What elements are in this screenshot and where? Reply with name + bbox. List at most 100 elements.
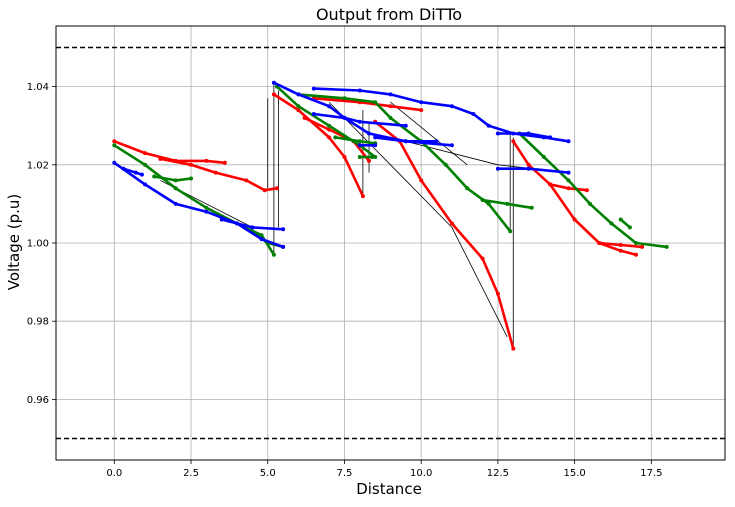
- voltage-point: [342, 155, 347, 159]
- voltage-point: [495, 291, 500, 296]
- voltage-point: [360, 194, 365, 199]
- voltage-point: [204, 158, 209, 163]
- voltage-point: [222, 160, 227, 165]
- voltage-point: [296, 92, 301, 97]
- y-tick-label: 1.02: [27, 160, 49, 171]
- voltage-point: [419, 108, 424, 113]
- voltage-point: [281, 244, 286, 249]
- x-tick-label: 5.0: [260, 468, 276, 479]
- voltage-point: [311, 112, 316, 116]
- voltage-point: [139, 172, 144, 177]
- voltage-line: [312, 97, 423, 112]
- voltage-line: [373, 120, 515, 350]
- voltage-point: [434, 139, 439, 144]
- voltage-point: [388, 115, 393, 120]
- x-axis-label: Distance: [356, 480, 422, 498]
- voltage-point: [296, 104, 301, 109]
- voltage-point: [342, 115, 347, 120]
- voltage-point: [204, 209, 209, 214]
- voltage-point: [548, 182, 553, 187]
- voltage-point: [419, 100, 424, 105]
- voltage-point: [112, 160, 117, 165]
- voltage-point: [311, 86, 316, 91]
- voltage-line: [272, 93, 365, 198]
- branch-connector: [451, 227, 508, 338]
- voltage-point: [465, 186, 470, 191]
- voltage-point: [357, 143, 362, 148]
- voltage-point: [486, 201, 491, 206]
- y-axis-ticks: 0.96 0.98 1.00 1.02 1.04: [27, 82, 56, 406]
- voltage-point: [664, 244, 669, 249]
- voltage-point: [505, 201, 510, 206]
- branch-connector: [390, 101, 468, 166]
- voltage-point: [271, 80, 276, 85]
- voltage-point: [388, 92, 393, 97]
- voltage-point: [189, 176, 193, 181]
- x-tick-label: 2.5: [183, 468, 199, 479]
- voltage-point: [370, 155, 375, 159]
- x-tick-label: 7.5: [337, 468, 353, 479]
- series-layer: [112, 80, 669, 351]
- voltage-point: [367, 131, 371, 136]
- voltage-point: [271, 252, 276, 257]
- phase-series-1: [112, 92, 645, 351]
- voltage-point: [508, 229, 513, 234]
- voltage-point: [541, 155, 546, 159]
- voltage-point: [403, 139, 408, 144]
- voltage-line: [303, 116, 371, 163]
- voltage-point: [403, 123, 408, 128]
- voltage-point: [357, 139, 362, 144]
- voltage-point: [495, 131, 500, 136]
- x-axis-ticks: 0.0 2.5 5.0 7.5 10.0 12.5 15.0 17.5: [106, 460, 662, 479]
- voltage-line: [518, 132, 669, 249]
- voltage-point: [373, 135, 378, 140]
- voltage-point: [526, 162, 531, 167]
- voltage-point: [367, 158, 371, 163]
- voltage-point: [618, 217, 623, 222]
- voltage-point: [357, 88, 362, 93]
- voltage-point: [342, 96, 347, 101]
- y-tick-label: 1.00: [27, 239, 49, 250]
- voltage-point: [449, 143, 454, 148]
- voltage-line: [619, 218, 632, 229]
- voltage-point: [143, 162, 147, 167]
- voltage-point: [302, 115, 307, 120]
- voltage-point: [566, 186, 571, 191]
- voltage-point: [373, 155, 378, 159]
- voltage-line: [152, 175, 193, 182]
- voltage-point: [511, 346, 516, 351]
- x-tick-label: 10.0: [410, 468, 432, 479]
- chart-title: Output from DiTTo: [316, 5, 462, 24]
- y-axis-label: Voltage (p.u): [5, 194, 23, 291]
- voltage-point: [373, 143, 378, 148]
- voltage-point: [511, 139, 516, 144]
- voltage-point: [213, 170, 218, 175]
- voltage-point: [634, 241, 638, 245]
- voltage-point: [327, 135, 332, 140]
- voltage-point: [143, 182, 147, 187]
- x-tick-label: 12.5: [487, 468, 509, 479]
- voltage-point: [112, 139, 117, 144]
- voltage-point: [357, 155, 362, 159]
- x-tick-label: 17.5: [640, 468, 662, 479]
- voltage-point: [419, 178, 424, 183]
- y-tick-label: 0.96: [27, 395, 49, 406]
- voltage-point: [640, 244, 645, 249]
- voltage-point: [173, 178, 178, 183]
- voltage-point: [204, 205, 209, 210]
- voltage-point: [327, 123, 332, 128]
- voltage-point: [262, 188, 267, 193]
- voltage-point: [388, 104, 393, 109]
- voltage-point: [275, 186, 279, 191]
- voltage-point: [189, 162, 193, 167]
- voltage-point: [244, 178, 249, 183]
- voltage-point: [597, 241, 602, 245]
- voltage-line: [159, 157, 279, 192]
- voltage-point: [609, 221, 614, 226]
- voltage-point: [572, 217, 577, 222]
- grid-layer: [56, 26, 725, 460]
- voltage-point: [618, 243, 623, 247]
- voltage-point: [584, 188, 589, 193]
- voltage-point: [618, 248, 623, 253]
